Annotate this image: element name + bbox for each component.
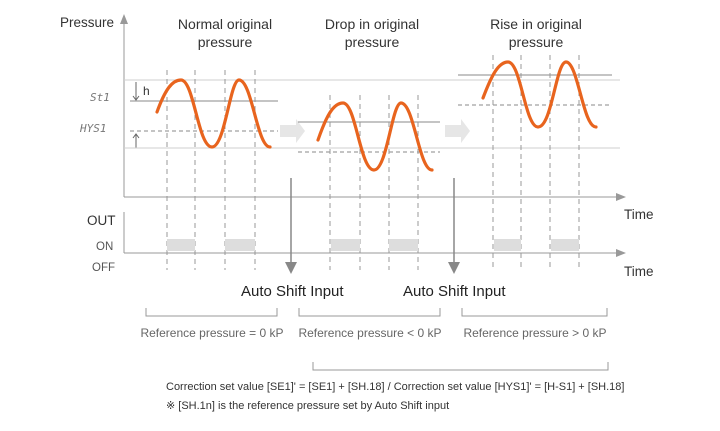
pressure-axis-label: Pressure	[60, 15, 114, 30]
time-axis-top-arrow-icon	[616, 193, 626, 201]
panel-1-on-block-2	[225, 239, 255, 251]
reference-brackets	[145, 308, 609, 371]
panel-1-title-line2: pressure	[198, 34, 253, 50]
panel-1-title-line1: Normal original	[178, 16, 272, 32]
on-label: ON	[96, 241, 113, 253]
transition-arrow-1-icon	[280, 119, 305, 143]
time-axis-bottom-label: Time	[624, 264, 654, 279]
panel-2-reference-text: Reference pressure < 0 kP	[298, 326, 441, 340]
panel-3-switch-lines	[492, 55, 580, 270]
correction-formula: Correction set value [SE1]' = [SE1] + [S…	[166, 381, 624, 393]
transition-arrow-2-icon	[445, 119, 470, 143]
panel-3	[458, 55, 612, 270]
panel-2-title-line2: pressure	[345, 34, 400, 50]
auto-shift-label-2: Auto Shift Input	[403, 283, 506, 300]
footnote: ※ [SH.1n] is the reference pressure set …	[166, 400, 449, 412]
panel-1-reference-text: Reference pressure = 0 kP	[140, 326, 283, 340]
panel-1-wave	[155, 78, 272, 149]
panel-2-on-block-1	[331, 239, 360, 251]
axes	[120, 14, 626, 257]
panel-2	[298, 95, 440, 270]
panel-3-wave	[481, 60, 598, 129]
off-label: OFF	[92, 262, 115, 274]
panel-2-title-line1: Drop in original	[325, 16, 419, 32]
panel-1-on-block-1	[167, 239, 195, 251]
auto-shift-label-1: Auto Shift Input	[241, 283, 344, 300]
out-axis-label: OUT	[87, 213, 116, 228]
auto-shift-arrow-2-icon	[448, 262, 460, 274]
panel-3-title-line2: pressure	[509, 34, 564, 50]
st1-label: St1	[90, 91, 110, 104]
time-axis-bottom-arrow-icon	[616, 249, 626, 257]
panel-3-title-line1: Rise in original	[490, 16, 582, 32]
panel-2-on-block-2	[389, 239, 418, 251]
hys1-label: HYS1	[79, 122, 107, 135]
panel-2-wave	[316, 101, 434, 172]
hysteresis-arrows	[132, 82, 140, 148]
hysteresis-h-label: h	[143, 84, 150, 98]
panel-3-on-block-2	[551, 239, 579, 251]
panel-3-reference-text: Reference pressure > 0 kP	[463, 326, 606, 340]
auto-shift-arrow-2	[448, 178, 460, 274]
auto-shift-arrow-1	[285, 178, 297, 274]
time-axis-top-label: Time	[624, 207, 654, 222]
pressure-axis-arrow-icon	[120, 14, 128, 24]
panel-3-on-block-1	[494, 239, 521, 251]
panel-1-switch-lines	[166, 70, 256, 270]
panel-1	[124, 70, 620, 270]
auto-shift-arrow-1-icon	[285, 262, 297, 274]
